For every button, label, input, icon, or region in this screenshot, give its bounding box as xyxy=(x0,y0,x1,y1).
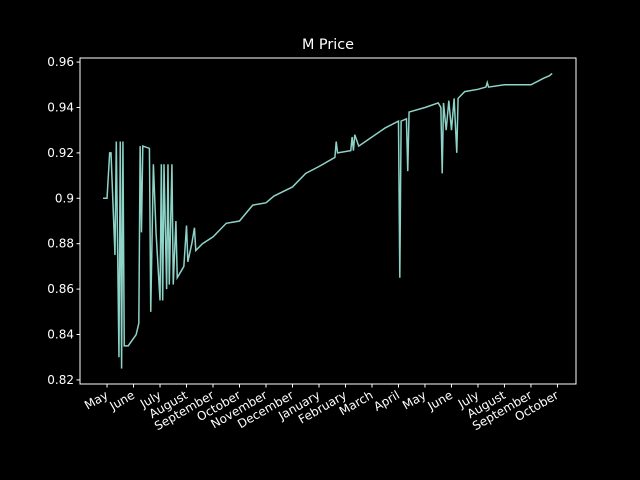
y-tick-label: 0.92 xyxy=(47,146,74,160)
y-tick-label: 0.84 xyxy=(47,328,74,342)
y-tick-label: 0.96 xyxy=(47,55,74,69)
y-tick-label: 0.94 xyxy=(47,100,74,114)
y-tick-label: 0.82 xyxy=(47,373,74,387)
y-tick-label: 0.88 xyxy=(47,237,74,251)
price-line xyxy=(103,72,553,369)
plot-frame xyxy=(79,57,577,385)
y-tick-label: 0.9 xyxy=(55,191,74,205)
y-tick-label: 0.86 xyxy=(47,282,74,296)
chart-title: M Price xyxy=(302,37,354,53)
